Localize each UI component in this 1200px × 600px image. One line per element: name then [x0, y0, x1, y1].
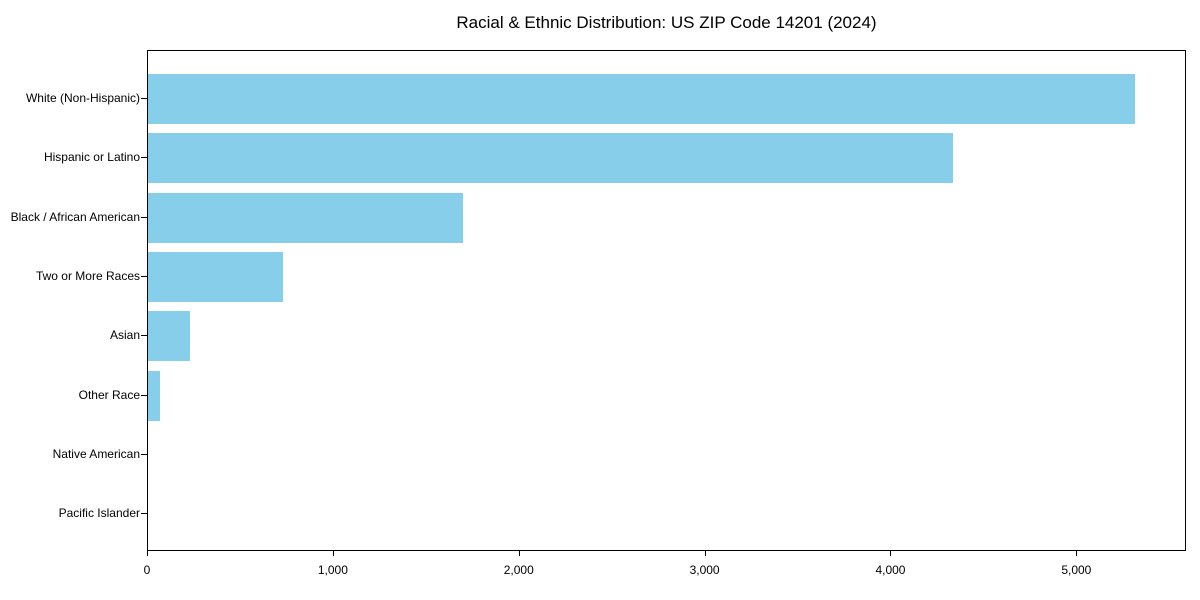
bar-black-african-american [148, 192, 464, 243]
x-tick-label-5-000: 5,000 [1061, 563, 1092, 577]
x-tick-label-2-000: 2,000 [503, 563, 534, 577]
plot-area [147, 50, 1186, 551]
y-tick-label-two-or-more-races: Two or More Races [35, 268, 140, 283]
x-tick-label-1-000: 1,000 [317, 563, 348, 577]
x-tick-mark [147, 551, 148, 556]
x-tick-mark [1076, 551, 1078, 556]
y-tick-label-hispanic-or-latino: Hispanic or Latino [43, 150, 140, 165]
bar-hispanic-or-latino [148, 133, 954, 184]
x-tick-mark [518, 551, 520, 556]
y-tick-label-native-american: Native American [52, 446, 140, 461]
y-tick-mark [141, 394, 147, 396]
chart-title: Racial & Ethnic Distribution: US ZIP Cod… [456, 13, 877, 32]
x-tick-label-4-000: 4,000 [875, 563, 906, 577]
x-tick-mark [704, 551, 706, 556]
y-tick-mark [141, 335, 147, 337]
y-tick-label-other-race: Other Race [78, 387, 140, 402]
x-tick-mark [890, 551, 892, 556]
bar-white-non-hispanic [148, 74, 1135, 124]
y-tick-label-white-non-hispanic: White (Non-Hispanic) [25, 91, 140, 105]
y-tick-label-black-african-american: Black / African American [10, 209, 140, 224]
y-tick-mark [141, 513, 147, 515]
y-tick-label-asian: Asian [109, 328, 140, 343]
y-tick-mark [141, 453, 147, 455]
bar-two-or-more-races [148, 251, 284, 302]
bar-asian [148, 311, 190, 362]
y-tick-mark [141, 216, 147, 218]
y-tick-mark [141, 157, 147, 159]
y-tick-label-pacific-islander: Pacific Islander [58, 506, 140, 521]
x-tick-label-0: 0 [143, 563, 151, 577]
x-tick-label-3-000: 3,000 [689, 563, 720, 577]
y-tick-mark [141, 275, 147, 277]
bar-other-race [148, 370, 161, 421]
x-tick-mark [332, 551, 334, 556]
y-tick-mark [141, 98, 147, 99]
